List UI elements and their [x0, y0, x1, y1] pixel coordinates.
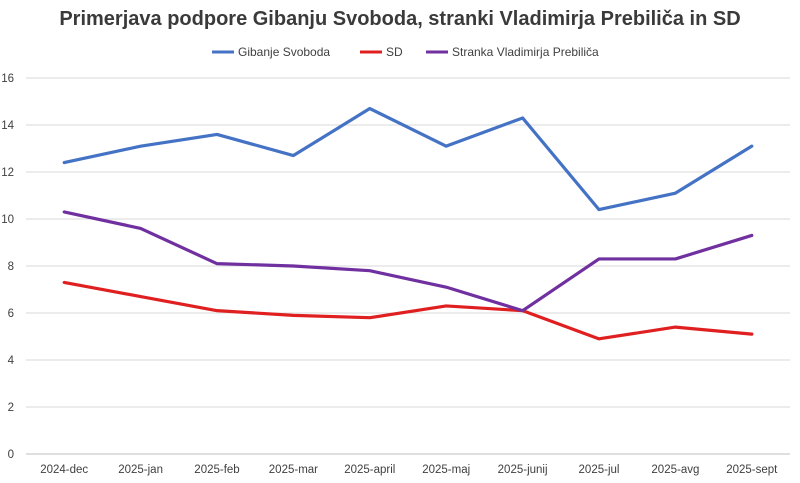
- legend: Gibanje Svoboda SD Stranka Vladimirja Preb…: [212, 45, 599, 59]
- y-tick-label: 12: [1, 167, 14, 179]
- series-line-0: [62, 106, 754, 212]
- x-tick-label: 2025-junij: [498, 464, 548, 476]
- legend-label: Gibanje Svoboda: [238, 45, 330, 59]
- x-tick-label: 2025-jul: [579, 464, 620, 476]
- y-tick-label: 10: [1, 214, 14, 226]
- gridlines: [26, 77, 790, 455]
- x-tick-label: 2025-mar: [269, 464, 318, 476]
- x-tick-label: 2025-feb: [194, 464, 239, 476]
- series-line-2: [62, 210, 754, 313]
- y-tick-label: 4: [8, 355, 15, 367]
- legend-label: SD: [386, 45, 403, 59]
- y-axis-ticks: 0 2 4 6 8 10 12 14 16: [1, 73, 14, 461]
- y-tick-label: 8: [8, 261, 14, 273]
- x-tick-label: 2025-sept: [726, 464, 778, 476]
- y-tick-label: 16: [1, 73, 14, 85]
- x-axis-ticks: 2024-dec 2025-jan 2025-feb 2025-mar 2025-apr…: [40, 464, 778, 476]
- y-tick-label: 2: [8, 402, 14, 414]
- x-tick-label: 2025-avg: [651, 464, 699, 476]
- series-line-1: [62, 280, 754, 341]
- y-tick-label: 14: [1, 120, 14, 132]
- chart-title: Primerjava podpore Gibanju Svoboda, stra…: [59, 8, 740, 30]
- x-tick-label: 2025-maj: [422, 464, 470, 476]
- series-lines: [62, 106, 754, 341]
- x-tick-label: 2024-dec: [40, 464, 88, 476]
- y-tick-label: 6: [8, 308, 14, 320]
- x-tick-label: 2025-april: [344, 464, 395, 476]
- x-tick-label: 2025-jan: [118, 464, 163, 476]
- y-tick-label: 0: [8, 449, 14, 461]
- legend-label: Stranka Vladimirja Prebiliča: [452, 45, 599, 59]
